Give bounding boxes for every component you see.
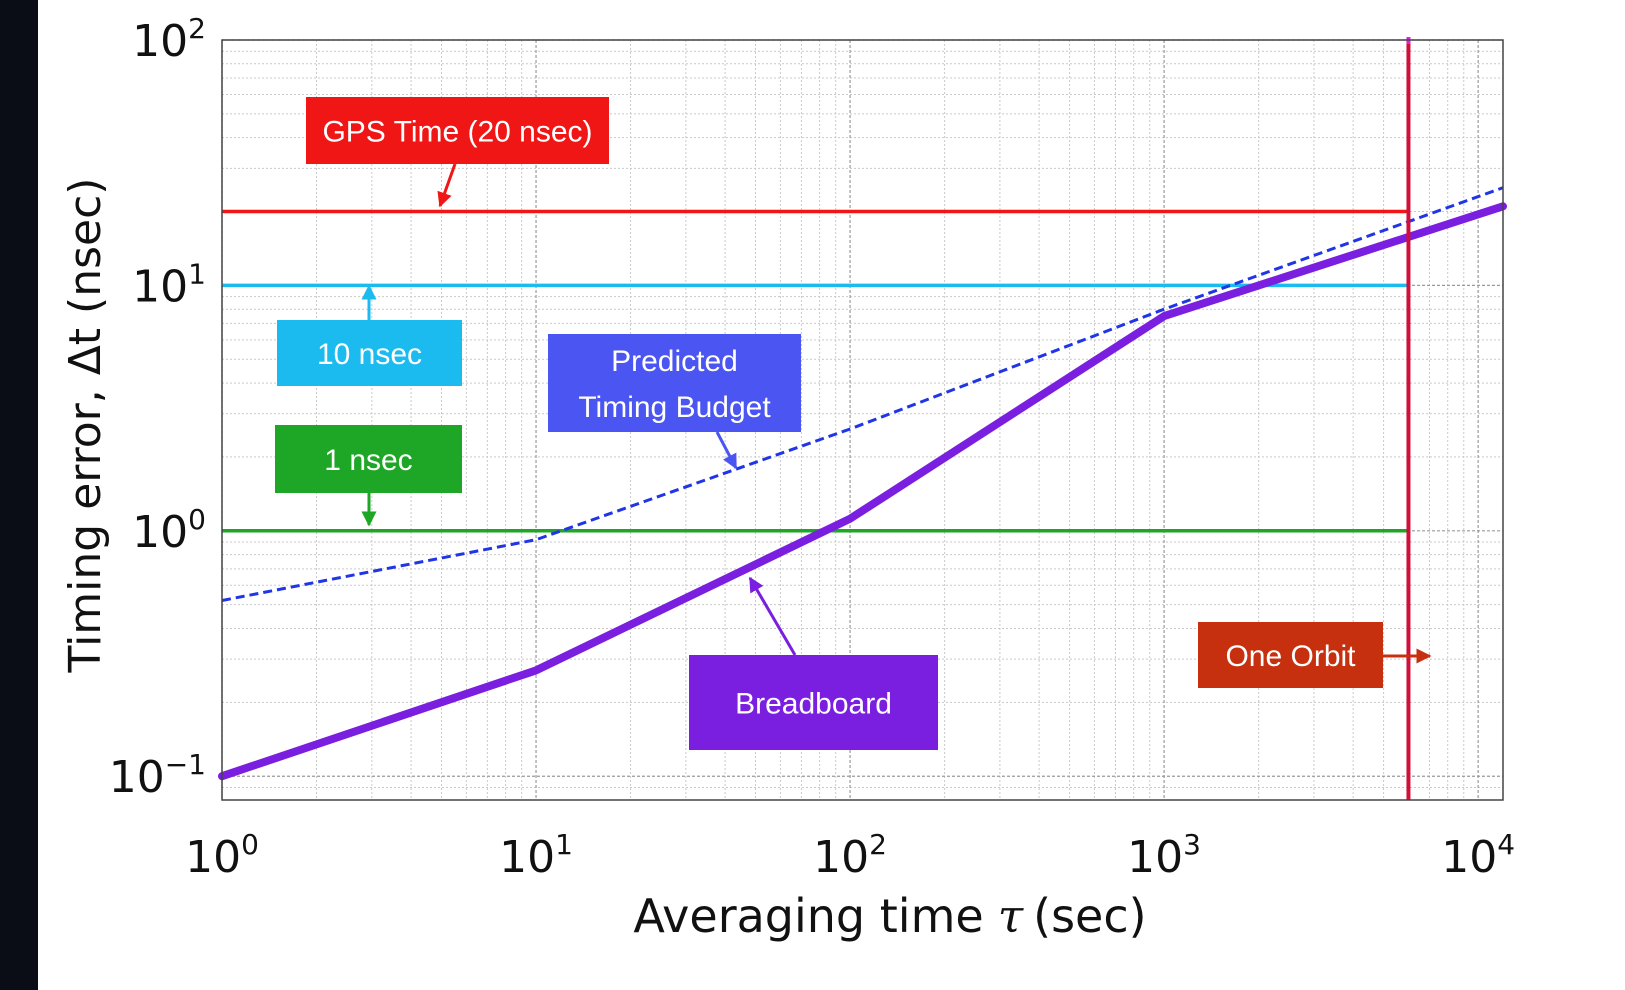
annotation-1-nsec: 1 nsec bbox=[275, 425, 462, 527]
annotations: GPS Time (20 nsec) 10 nsec 1 nsec Predicted… bbox=[275, 97, 1432, 750]
annotation-box bbox=[1198, 622, 1383, 688]
x-axis-title: Averaging time τ (sec) bbox=[633, 889, 1146, 943]
x-axis-title-unit: (sec) bbox=[1033, 889, 1146, 943]
y-tick-label: 100 bbox=[132, 503, 206, 558]
series-line-breadboard bbox=[218, 202, 1507, 781]
y-tick-exponent: 0 bbox=[188, 503, 206, 536]
x-tick-base: 10 bbox=[1127, 832, 1183, 883]
annotation-predicted-timing-budget: Predicted Timing Budget bbox=[548, 334, 801, 470]
annotation-arrow bbox=[748, 576, 797, 656]
x-tick-label: 101 bbox=[499, 828, 573, 883]
x-tick-exponent: 1 bbox=[555, 828, 573, 861]
annotation-arrow bbox=[437, 163, 457, 208]
x-tick-exponent: 3 bbox=[1183, 828, 1201, 861]
annotation-text: 10 nsec bbox=[317, 338, 422, 371]
annotation-arrow bbox=[715, 431, 738, 470]
annotation-10-nsec: 10 nsec bbox=[277, 284, 462, 386]
x-tick-base: 10 bbox=[185, 832, 241, 883]
y-tick-label: 10−1 bbox=[109, 748, 206, 803]
annotation-box bbox=[275, 425, 462, 493]
y-tick-base: 10 bbox=[132, 261, 188, 312]
x-axis-title-prefix: Averaging time bbox=[633, 889, 983, 943]
x-tick-label: 100 bbox=[185, 828, 259, 883]
x-tick-base: 10 bbox=[1441, 832, 1497, 883]
series-line-predicted-timing-budget bbox=[221, 186, 1504, 602]
annotation-one-orbit: One Orbit bbox=[1198, 622, 1432, 688]
plot-frame bbox=[221, 39, 1504, 801]
y-tick-exponent: −1 bbox=[165, 748, 206, 781]
x-tick-exponent: 4 bbox=[1497, 828, 1515, 861]
y-tick-base: 10 bbox=[132, 507, 188, 558]
y-tick-base: 10 bbox=[132, 16, 188, 67]
y-axis-title: Timing error, Δt (nsec) bbox=[60, 178, 111, 674]
x-tick-label: 102 bbox=[813, 828, 887, 883]
x-tick-exponent: 0 bbox=[241, 828, 259, 861]
x-axis-title-symbol: τ bbox=[998, 889, 1025, 943]
annotation-text: Predicted bbox=[611, 345, 738, 378]
y-tick-base: 10 bbox=[109, 752, 165, 803]
y-tick-label: 101 bbox=[132, 257, 206, 312]
annotation-gps-time-20-nsec: GPS Time (20 nsec) bbox=[306, 97, 609, 208]
x-tick-label: 103 bbox=[1127, 828, 1201, 883]
annotation-box bbox=[548, 334, 801, 432]
annotation-text: One Orbit bbox=[1225, 640, 1356, 673]
y-tick-label: 102 bbox=[132, 12, 206, 67]
x-tick-exponent: 2 bbox=[869, 828, 887, 861]
annotation-box bbox=[306, 97, 609, 164]
y-tick-exponent: 1 bbox=[188, 257, 206, 290]
x-tick-label: 104 bbox=[1441, 828, 1515, 883]
annotation-box bbox=[689, 655, 938, 750]
annotation-box bbox=[277, 320, 462, 386]
annotation-breadboard: Breadboard bbox=[689, 576, 938, 750]
annotation-text: 1 nsec bbox=[324, 444, 412, 477]
annotation-text: Timing Budget bbox=[578, 391, 771, 424]
x-tick-base: 10 bbox=[813, 832, 869, 883]
y-tick-exponent: 2 bbox=[188, 12, 206, 45]
x-tick-base: 10 bbox=[499, 832, 555, 883]
annotation-text: Breadboard bbox=[735, 688, 892, 721]
annotation-text: GPS Time (20 nsec) bbox=[322, 116, 592, 149]
